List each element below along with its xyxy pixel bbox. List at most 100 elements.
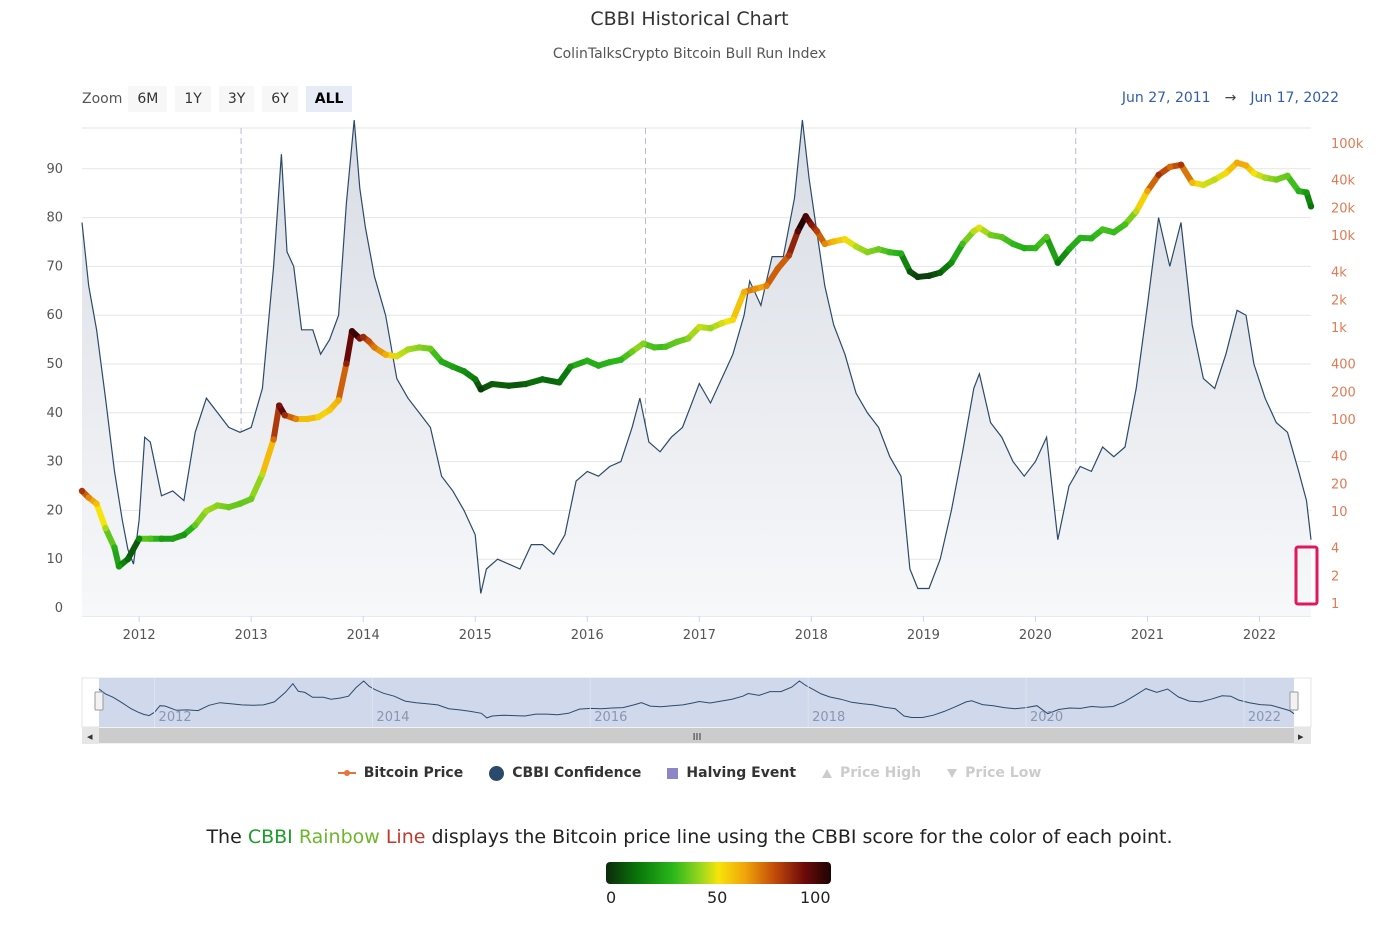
price-point[interactable] xyxy=(617,356,625,364)
price-point[interactable] xyxy=(303,415,311,423)
price-point[interactable] xyxy=(729,316,737,323)
zoom-6y-button[interactable]: 6Y xyxy=(262,86,298,112)
price-point[interactable] xyxy=(135,535,143,542)
price-point[interactable] xyxy=(1032,244,1039,252)
price-point[interactable] xyxy=(393,353,401,360)
legend-price-low[interactable]: Price Low xyxy=(947,765,1041,781)
price-point[interactable] xyxy=(696,323,703,331)
price-point[interactable] xyxy=(259,471,266,478)
price-point[interactable] xyxy=(1303,189,1310,196)
price-point[interactable] xyxy=(606,358,613,366)
price-point[interactable] xyxy=(1295,187,1302,195)
price-point[interactable] xyxy=(808,221,815,228)
price-point[interactable] xyxy=(813,227,821,235)
price-point[interactable] xyxy=(438,358,445,365)
price-point[interactable] xyxy=(460,368,468,375)
price-point[interactable] xyxy=(684,335,692,342)
price-point[interactable] xyxy=(1144,187,1151,195)
price-point[interactable] xyxy=(281,411,288,419)
price-point[interactable] xyxy=(774,265,781,272)
scrollbar-thumb[interactable] xyxy=(99,728,1294,743)
legend-price-high[interactable]: Price High xyxy=(822,765,921,781)
price-point[interactable] xyxy=(1261,174,1269,181)
price-point[interactable] xyxy=(115,563,123,570)
price-point[interactable] xyxy=(763,282,770,290)
price-point[interactable] xyxy=(247,495,255,503)
price-point[interactable] xyxy=(360,333,367,341)
price-point[interactable] xyxy=(1250,169,1258,177)
price-point[interactable] xyxy=(1110,229,1118,236)
price-point[interactable] xyxy=(841,236,849,243)
price-point[interactable] xyxy=(1020,244,1028,252)
price-point[interactable] xyxy=(214,502,221,509)
price-point[interactable] xyxy=(1043,233,1050,241)
price-point[interactable] xyxy=(830,238,837,245)
price-point[interactable] xyxy=(875,246,882,253)
scroll-right-button[interactable] xyxy=(1294,727,1311,744)
price-point[interactable] xyxy=(948,259,955,266)
price-point[interactable] xyxy=(449,363,457,370)
price-point[interactable] xyxy=(203,507,210,515)
price-point[interactable] xyxy=(236,500,244,507)
price-point[interactable] xyxy=(225,503,232,511)
price-point[interactable] xyxy=(1189,179,1196,186)
price-point[interactable] xyxy=(925,272,933,280)
price-point[interactable] xyxy=(1121,221,1129,228)
legend-bitcoin-price[interactable]: Bitcoin Price xyxy=(337,765,463,781)
price-point[interactable] xyxy=(1133,208,1140,215)
price-point[interactable] xyxy=(1166,163,1174,171)
price-point[interactable] xyxy=(1054,259,1062,266)
price-point[interactable] xyxy=(416,344,423,351)
price-point[interactable] xyxy=(1222,169,1230,177)
price-point[interactable] xyxy=(270,436,277,443)
price-point[interactable] xyxy=(821,240,828,248)
price-point[interactable] xyxy=(628,348,636,355)
scroll-left-button[interactable] xyxy=(82,727,99,744)
price-point[interactable] xyxy=(522,380,529,388)
price-point[interactable] xyxy=(371,344,378,351)
price-point[interactable] xyxy=(365,338,373,345)
navigator-handle-left[interactable] xyxy=(94,691,104,711)
price-point[interactable] xyxy=(1099,226,1106,233)
price-point[interactable] xyxy=(752,285,759,293)
price-point[interactable] xyxy=(914,273,921,281)
price-point[interactable] xyxy=(1177,161,1185,168)
price-point[interactable] xyxy=(382,351,389,358)
price-point[interactable] xyxy=(976,224,983,231)
price-point[interactable] xyxy=(556,379,563,386)
price-point[interactable] xyxy=(348,328,356,335)
range-from[interactable]: Jun 27, 2011 xyxy=(1121,90,1211,106)
price-point[interactable] xyxy=(102,525,109,532)
price-point[interactable] xyxy=(275,402,283,409)
price-point[interactable] xyxy=(673,338,681,346)
price-point[interactable] xyxy=(539,376,546,383)
price-point[interactable] xyxy=(970,227,977,235)
zoom-all-button[interactable]: ALL xyxy=(305,86,353,112)
price-point[interactable] xyxy=(936,269,944,276)
price-point[interactable] xyxy=(1155,171,1162,179)
price-point[interactable] xyxy=(794,227,802,235)
price-point[interactable] xyxy=(404,346,412,353)
price-point[interactable] xyxy=(718,319,725,327)
price-point[interactable] xyxy=(707,325,714,332)
price-point[interactable] xyxy=(1077,234,1084,242)
price-point[interactable] xyxy=(651,344,658,351)
price-point[interactable] xyxy=(315,413,322,421)
price-point[interactable] xyxy=(93,500,100,507)
price-point[interactable] xyxy=(1273,176,1280,183)
range-to[interactable]: Jun 17, 2022 xyxy=(1250,90,1339,106)
legend-cbbi-confidence[interactable]: CBBI Confidence xyxy=(489,765,641,781)
price-point[interactable] xyxy=(1307,203,1315,210)
zoom-3y-button[interactable]: 3Y xyxy=(218,86,255,112)
price-point[interactable] xyxy=(472,376,479,383)
price-point[interactable] xyxy=(326,406,333,414)
price-point[interactable] xyxy=(1211,176,1218,183)
price-point[interactable] xyxy=(740,288,748,296)
price-point[interactable] xyxy=(567,363,574,370)
price-point[interactable] xyxy=(427,345,434,352)
zoom-6m-button[interactable]: 6M xyxy=(128,86,168,112)
price-point[interactable] xyxy=(147,535,154,542)
price-point[interactable] xyxy=(959,240,966,248)
price-point[interactable] xyxy=(1242,162,1250,169)
price-point[interactable] xyxy=(1088,235,1095,242)
